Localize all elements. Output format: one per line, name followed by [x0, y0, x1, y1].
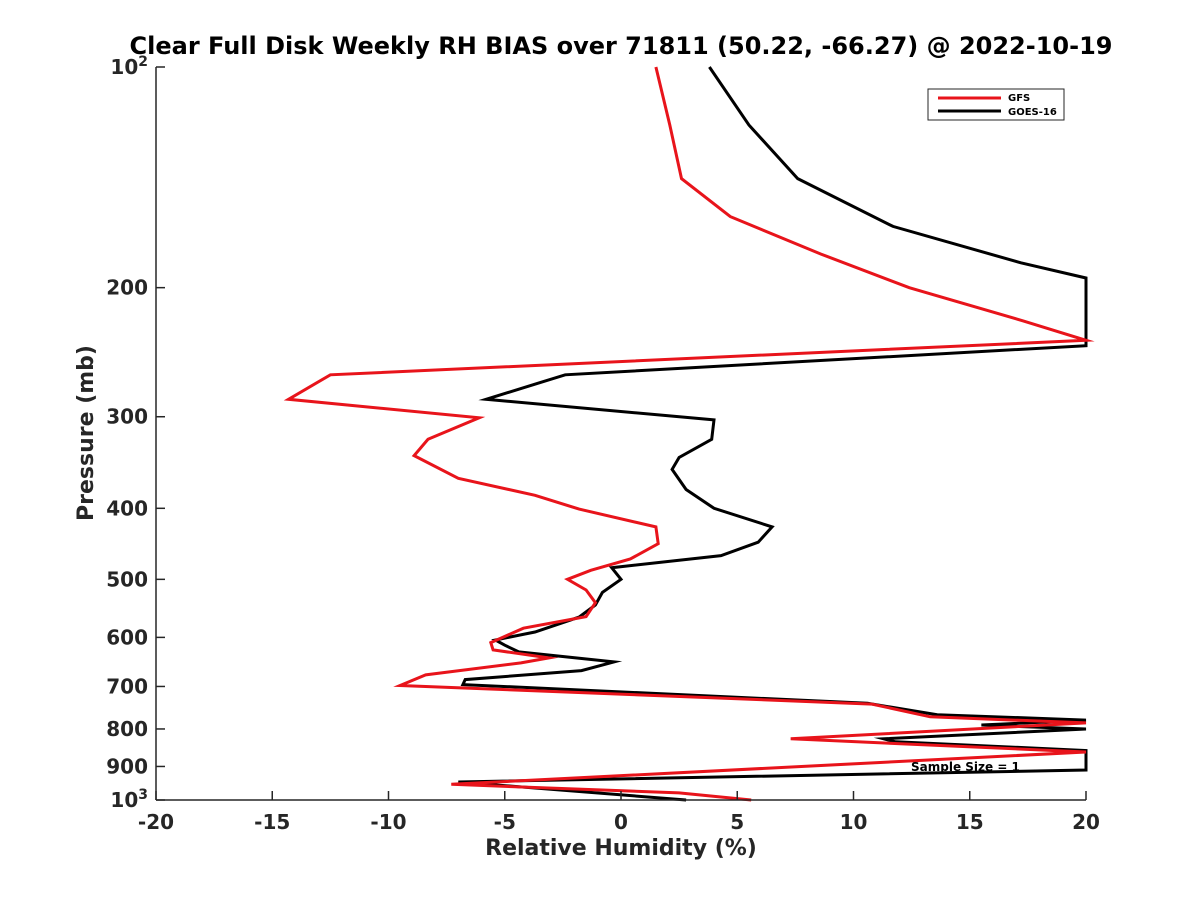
x-tick-label: 5	[730, 810, 744, 834]
y-tick-label: 400	[106, 496, 148, 520]
y-ticks: 102 200 300 400 500 600 700 800 900 103	[106, 54, 165, 812]
y-tick-label: 102	[110, 54, 148, 79]
legend-label-gfs: GFS	[1008, 93, 1030, 104]
x-tick-label: 20	[1072, 810, 1100, 834]
x-tick-label: -15	[254, 810, 290, 834]
sample-size-annotation: Sample Size = 1	[911, 760, 1020, 774]
legend: GFS GOES-16	[927, 88, 1065, 121]
y-tick-label: 600	[106, 625, 148, 649]
legend-box	[927, 88, 1065, 121]
series-line-gfs	[283, 66, 1095, 802]
y-tick-label: 200	[106, 276, 148, 300]
x-tick-label: 0	[614, 810, 628, 834]
x-tick-label: -20	[138, 810, 174, 834]
series-layer	[283, 66, 1095, 802]
y-tick-label: 900	[106, 754, 148, 778]
y-tick-label: 800	[106, 717, 148, 741]
y-tick-label: 700	[106, 674, 148, 698]
x-axis-title: Relative Humidity (%)	[485, 836, 757, 861]
y-tick-label: 103	[110, 787, 148, 812]
x-tick-label: 15	[956, 810, 984, 834]
x-tick-label: 10	[840, 810, 868, 834]
y-axis-title: Pressure (mb)	[74, 345, 99, 521]
x-tick-label: -10	[370, 810, 406, 834]
x-ticks: -20 -15 -10 -5 0 5 10 15 20	[138, 791, 1100, 834]
series-line-goes16	[458, 66, 1088, 802]
y-tick-label: 300	[106, 405, 148, 429]
plot-area	[156, 67, 1086, 800]
legend-label-goes16: GOES-16	[1008, 107, 1057, 118]
chart-title: Clear Full Disk Weekly RH BIAS over 7181…	[130, 32, 1113, 60]
x-tick-label: -5	[494, 810, 516, 834]
y-tick-label: 500	[106, 567, 148, 591]
